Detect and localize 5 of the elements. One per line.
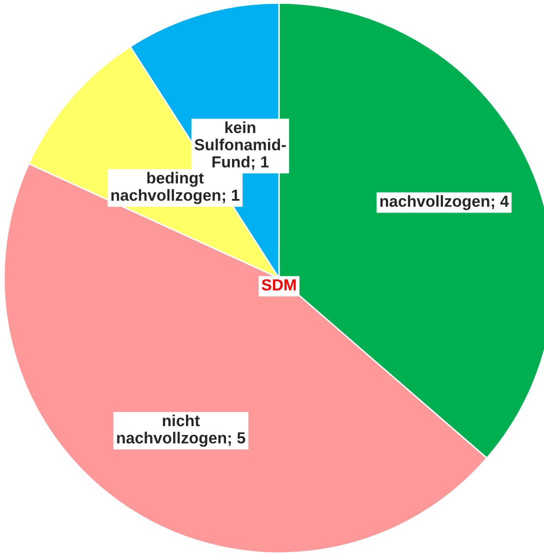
slice-label: bedingt nachvollzogen; 1: [111, 172, 240, 204]
slice-label: nachvollzogen; 4: [380, 195, 509, 210]
text: SDM: [262, 279, 296, 291]
slice-label: kein Sulfonamid- Fund; 1: [194, 121, 286, 170]
slice-label: nicht nachvollzogen; 5: [117, 414, 246, 447]
